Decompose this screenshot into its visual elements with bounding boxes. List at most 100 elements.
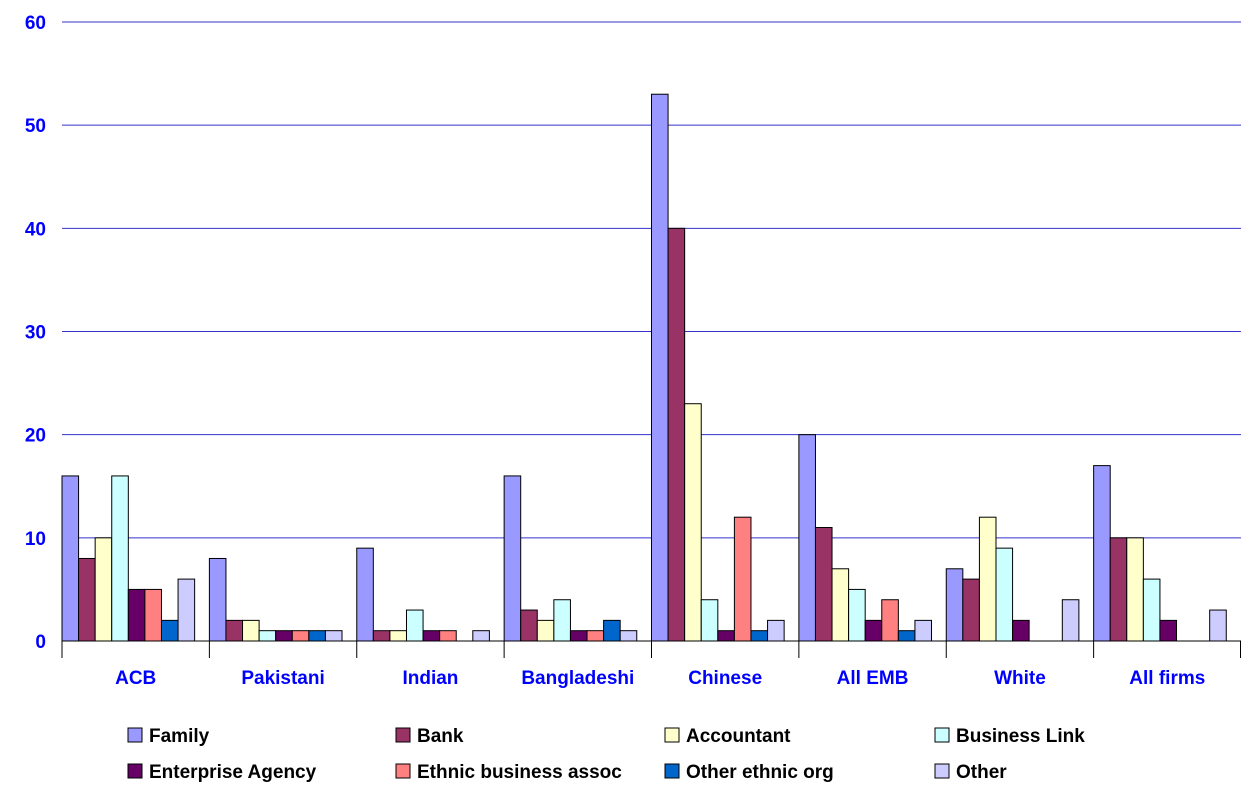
bar-indian-bank (372, 630, 391, 642)
y-tick-label-0: 0 (35, 632, 46, 653)
bar-indian-ethnic-business-assoc (439, 630, 457, 642)
legend-label-enterprise-agency: Enterprise Agency (149, 762, 317, 783)
x-category-label-pakistani: Pakistani (241, 668, 324, 689)
bar-acb-other (177, 578, 196, 642)
bar-indian-business-link (405, 609, 424, 642)
bar-all-firms-enterprise-agency (1159, 619, 1178, 642)
bar-pakistani-accountant (242, 619, 260, 642)
x-category-label-all-firms: All firms (1129, 668, 1205, 689)
bar-white-business-link (995, 547, 1014, 642)
legend-item-other-ethnic-org: Other ethnic org (664, 762, 834, 783)
bar-chinese-other-ethnic-org (750, 630, 769, 642)
bar-bangladeshi-bank (520, 609, 538, 642)
bar-white-enterprise-agency (1012, 619, 1030, 642)
x-axis (61, 640, 1241, 658)
bar-all-firms-other (1209, 609, 1227, 642)
bar-chinese-enterprise-agency (717, 630, 735, 642)
bar-chinese-family (651, 93, 669, 642)
legend-swatch-bank (395, 727, 411, 743)
legend-item-business-link: Business Link (934, 726, 1085, 747)
bar-all-firms-bank (1109, 537, 1128, 642)
y-axis-tick-labels: 0 10 20 30 40 50 60 (25, 13, 46, 653)
x-axis-category-labels: ACB Pakistani Indian Bangladeshi Chinese All … (115, 668, 1205, 689)
bar-pakistani-other (324, 630, 343, 642)
bar-all-emb-family (798, 434, 816, 642)
y-tick-label-20: 20 (25, 426, 46, 447)
legend-label-other: Other (956, 762, 1007, 783)
y-tick-label-10: 10 (25, 529, 46, 550)
bar-pakistani-ethnic-business-assoc (291, 630, 310, 642)
legend-swatch-ethnic-business-assoc (395, 763, 411, 779)
bar-acb-ethnic-business-assoc (144, 588, 162, 642)
bar-all-emb-ethnic-business-assoc (881, 599, 899, 642)
x-category-label-acb: ACB (115, 668, 156, 689)
bar-indian-enterprise-agency (422, 630, 441, 642)
bar-white-other (1061, 599, 1080, 642)
bar-bangladeshi-enterprise-agency (569, 630, 588, 642)
bar-chinese-ethnic-business-assoc (733, 516, 752, 642)
bar-bangladeshi-other-ethnic-org (603, 619, 621, 642)
legend-swatch-family (127, 727, 143, 743)
bar-pakistani-family (208, 557, 227, 642)
bar-acb-other-ethnic-org (160, 619, 179, 642)
bar-chinese-business-link (700, 599, 719, 642)
x-category-label-chinese: Chinese (688, 668, 762, 689)
bar-pakistani-enterprise-agency (275, 630, 293, 642)
bar-acb-business-link (111, 475, 129, 642)
bar-all-emb-business-link (848, 588, 866, 642)
bar-chinese-accountant (684, 403, 702, 642)
bars (61, 93, 1227, 642)
bar-indian-family (356, 547, 374, 642)
bar-acb-family (61, 475, 80, 642)
legend-label-other-ethnic-org: Other ethnic org (686, 762, 834, 783)
bar-all-emb-accountant (831, 568, 850, 642)
x-category-label-white: White (994, 668, 1046, 689)
legend-label-accountant: Accountant (686, 726, 791, 747)
bar-white-family (945, 568, 964, 642)
legend-item-bank: Bank (395, 726, 464, 747)
legend-label-business-link: Business Link (956, 726, 1085, 747)
legend-item-accountant: Accountant (664, 726, 791, 747)
bar-pakistani-business-link (258, 630, 277, 642)
bar-indian-other (472, 630, 490, 642)
legend-swatch-other-ethnic-org (664, 763, 680, 779)
legend-label-family: Family (149, 726, 210, 747)
bar-bangladeshi-family (503, 475, 522, 642)
legend-item-enterprise-agency: Enterprise Agency (127, 762, 317, 783)
bar-bangladeshi-business-link (553, 599, 571, 642)
x-category-label-bangladeshi: Bangladeshi (521, 668, 634, 689)
bar-bangladeshi-ethnic-business-assoc (586, 630, 605, 642)
bar-pakistani-other-ethnic-org (308, 630, 326, 642)
bar-bangladeshi-other (619, 630, 638, 642)
legend-label-ethnic-business-assoc: Ethnic business assoc (417, 762, 622, 783)
legend-item-other: Other (934, 762, 1007, 783)
legend-swatch-enterprise-agency (127, 763, 143, 779)
legend-swatch-business-link (934, 727, 950, 743)
bar-all-firms-accountant (1126, 537, 1144, 642)
legend: Family Bank Accountant Business Link Enterpr… (127, 726, 1085, 783)
bar-indian-accountant (389, 630, 407, 642)
bar-acb-accountant (94, 537, 113, 642)
bar-all-emb-other-ethnic-org (897, 630, 916, 642)
bar-all-emb-enterprise-agency (864, 619, 883, 642)
bar-pakistani-bank (225, 619, 244, 642)
y-tick-label-50: 50 (25, 116, 46, 137)
bar-chinese-bank (667, 227, 686, 642)
bar-acb-bank (78, 557, 96, 642)
legend-item-family: Family (127, 726, 210, 747)
y-tick-label-60: 60 (25, 13, 46, 34)
bar-all-emb-other (914, 619, 933, 642)
bar-white-accountant (978, 516, 997, 642)
legend-item-ethnic-business-assoc: Ethnic business assoc (395, 762, 622, 783)
legend-swatch-other (934, 763, 950, 779)
legend-swatch-accountant (664, 727, 680, 743)
bar-all-firms-business-link (1142, 578, 1161, 642)
bar-bangladeshi-accountant (536, 619, 555, 642)
bar-all-firms-family (1093, 465, 1111, 642)
x-category-label-all-emb: All EMB (837, 668, 909, 689)
legend-label-bank: Bank (417, 726, 464, 747)
x-category-label-indian: Indian (402, 668, 458, 689)
bar-white-bank (962, 578, 980, 642)
